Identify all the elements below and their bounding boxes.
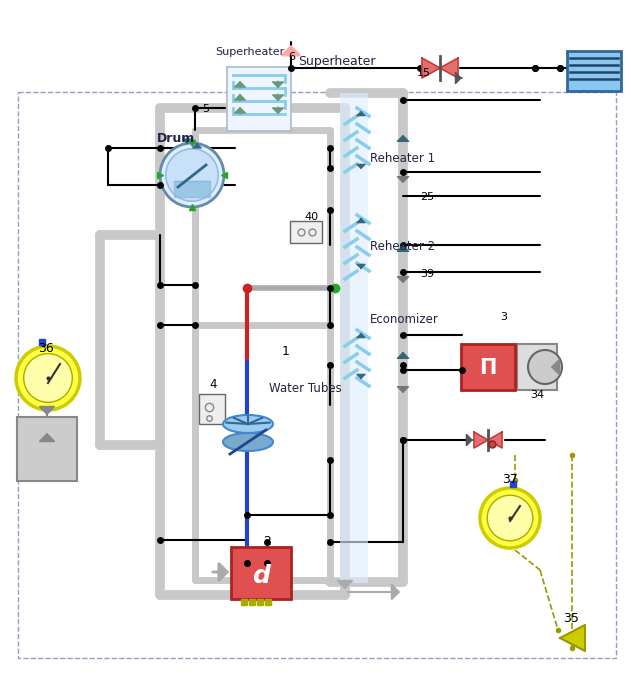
Circle shape (24, 353, 73, 402)
Ellipse shape (223, 433, 273, 451)
FancyBboxPatch shape (517, 344, 557, 390)
Polygon shape (474, 432, 488, 448)
Circle shape (166, 149, 218, 201)
Polygon shape (422, 58, 440, 78)
Polygon shape (488, 432, 502, 448)
Text: 34: 34 (530, 390, 544, 400)
Text: 5: 5 (202, 104, 209, 114)
Text: 3: 3 (500, 312, 507, 322)
Text: 15: 15 (417, 68, 431, 78)
FancyBboxPatch shape (17, 417, 77, 481)
Circle shape (160, 143, 224, 207)
Text: d: d (252, 564, 270, 588)
Text: 2: 2 (263, 535, 271, 548)
FancyBboxPatch shape (340, 93, 368, 583)
Text: Economizer: Economizer (370, 313, 439, 326)
Circle shape (16, 346, 80, 410)
Text: Superheater: Superheater (298, 55, 375, 68)
FancyBboxPatch shape (227, 67, 291, 131)
FancyBboxPatch shape (461, 344, 515, 390)
Text: 37: 37 (502, 473, 518, 486)
Text: Reheater 2: Reheater 2 (370, 240, 435, 253)
Circle shape (528, 350, 562, 384)
Text: 40: 40 (304, 212, 318, 222)
Text: П: П (480, 358, 497, 378)
Text: Superheater: Superheater (215, 47, 284, 57)
Circle shape (480, 488, 540, 548)
Polygon shape (560, 625, 585, 651)
FancyBboxPatch shape (290, 221, 322, 243)
Text: 4: 4 (209, 378, 216, 391)
Circle shape (487, 495, 533, 541)
FancyBboxPatch shape (199, 394, 225, 424)
Text: 35: 35 (563, 612, 579, 625)
Text: 6: 6 (288, 52, 295, 62)
Text: Water Tubes: Water Tubes (269, 382, 342, 395)
Text: 39: 39 (420, 269, 434, 279)
Text: Drum: Drum (157, 132, 195, 145)
Text: 1: 1 (282, 345, 290, 358)
Text: 25: 25 (420, 192, 434, 202)
FancyBboxPatch shape (231, 547, 291, 599)
Polygon shape (440, 58, 458, 78)
Text: Reheater 1: Reheater 1 (370, 152, 435, 165)
FancyBboxPatch shape (567, 51, 621, 91)
Text: 36: 36 (38, 342, 54, 355)
FancyBboxPatch shape (340, 93, 368, 583)
Ellipse shape (223, 415, 273, 433)
